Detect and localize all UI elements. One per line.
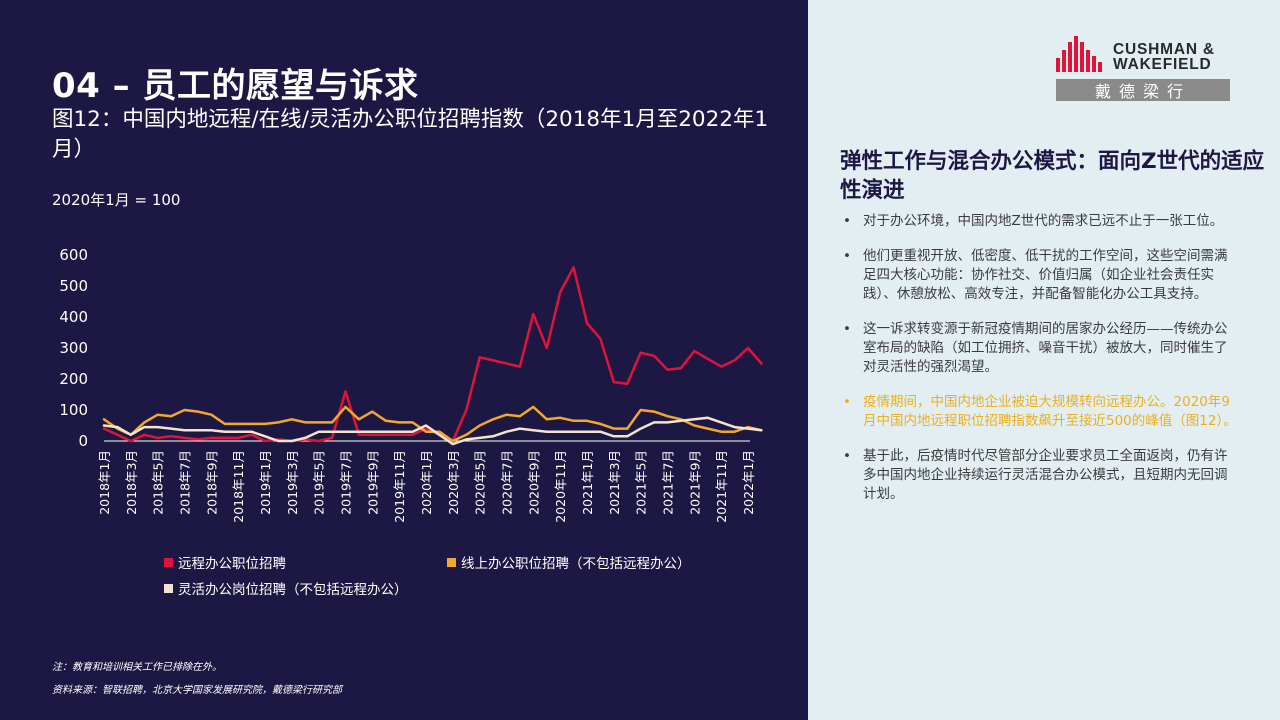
- bullet-item-highlight: • 疫情期间，中国内地企业被迫大规模转向远程办公。2020年9月中国内地远程职位招…: [843, 393, 1238, 431]
- slide-title: 04 – 员工的愿望与诉求: [52, 66, 419, 106]
- bullet-item: • 这一诉求转变源于新冠疫情期间的居家办公经历——传统办公室布局的缺陷（如工位拥挤…: [843, 320, 1238, 377]
- bullet-dot: •: [843, 394, 851, 410]
- footnote-note: 注：教育和培训相关工作已排除在外。: [52, 662, 222, 673]
- x-tick-label: 2020年9月: [526, 450, 541, 515]
- bullet-item: • 基于此，后疫情时代尽管部分企业要求员工全面返岗，仍有许多中国内地企业持续运行灵…: [843, 447, 1238, 504]
- x-tick-label: 2021年1月: [580, 450, 595, 515]
- x-tick-label: 2021年7月: [661, 450, 676, 515]
- x-tick-label: 2019年11月: [392, 450, 407, 523]
- x-tick-label: 2021年5月: [634, 450, 649, 515]
- bullet-dot: •: [843, 213, 851, 229]
- figure-title: 图12：中国内地远程/在线/灵活办公职位招聘指数（2018年1月至2022年1月…: [52, 107, 769, 162]
- bullet-text: 基于此，后疫情时代尽管部分企业要求员工全面返岗，仍有许多中国内地企业持续运行灵活…: [863, 448, 1228, 502]
- x-tick-label: 2020年7月: [500, 450, 515, 515]
- legend-swatch-remote: [164, 557, 173, 567]
- unit-note: 2020年1月 = 100: [52, 191, 181, 209]
- x-tick-label: 2020年11月: [553, 450, 568, 523]
- cushman-wakefield-logo: [1056, 36, 1102, 72]
- x-tick-label: 2018年1月: [97, 450, 112, 515]
- legend-label-flexible: 灵活办公岗位招聘（不包括远程办公）: [178, 582, 408, 598]
- x-tick-label: 2021年9月: [687, 450, 702, 515]
- x-tick-label: 2018年7月: [178, 450, 193, 515]
- bullet-text: 他们更重视开放、低密度、低干扰的工作空间，这些空间需满足四大核心功能：协作社交、…: [863, 248, 1228, 302]
- x-tick-label: 2018年9月: [204, 450, 219, 515]
- bullet-text: 对于办公环境，中国内地Z世代的需求已远不止于一张工位。: [863, 213, 1224, 229]
- y-tick-label: 100: [59, 401, 88, 419]
- bullet-text: 疫情期间，中国内地企业被迫大规模转向远程办公。2020年9月中国内地远程职位招聘…: [863, 394, 1237, 429]
- legend-item-flexible: 灵活办公岗位招聘（不包括远程办公）: [164, 578, 408, 598]
- series-line-2: [102, 416, 763, 446]
- y-tick-label: 600: [59, 246, 88, 264]
- x-tick-label: 2019年3月: [285, 450, 300, 515]
- x-tick-label: 2020年5月: [473, 450, 488, 515]
- legend-item-remote: 远程办公职位招聘: [164, 552, 286, 572]
- bullet-item: • 对于办公环境，中国内地Z世代的需求已远不止于一张工位。: [843, 212, 1238, 231]
- x-tick-label: 2020年3月: [446, 450, 461, 515]
- bullet-list: • 对于办公环境，中国内地Z世代的需求已远不止于一张工位。 • 他们更重视开放、低密…: [843, 212, 1238, 520]
- side-heading: 弹性工作与混合办公模式：面向Z世代的适应性演进: [840, 149, 1265, 203]
- x-tick-label: 2019年5月: [312, 450, 327, 515]
- logo-chinese-name: 戴德梁行: [1056, 79, 1230, 101]
- bullet-item: • 他们更重视开放、低密度、低干扰的工作空间，这些空间需满足四大核心功能：协作社交…: [843, 247, 1238, 304]
- x-tick-label: 2018年3月: [124, 450, 139, 515]
- x-tick-label: 2019年7月: [339, 450, 354, 515]
- legend-swatch-online: [447, 557, 456, 567]
- line-chart: 0 100 200 300 400 500 600 2018年1月 2018年3月 2018年5月…: [59, 246, 763, 523]
- series-line-1: [102, 405, 763, 443]
- y-tick-label: 500: [59, 277, 88, 295]
- x-tick-label: 2019年1月: [258, 450, 273, 515]
- y-tick-label: 0: [78, 432, 88, 450]
- x-tick-label: 2021年3月: [607, 450, 622, 515]
- bullet-dot: •: [843, 448, 851, 464]
- footnote-source: 资料来源：智联招聘，北京大学国家发展研究院，戴德梁行研究部: [52, 685, 342, 696]
- left-panel: 04 – 员工的愿望与诉求 图12：中国内地远程/在线/灵活办公职位招聘指数（2…: [0, 0, 808, 720]
- x-tick-label: 2019年9月: [365, 450, 380, 515]
- bullet-dot: •: [843, 248, 851, 264]
- x-tick-label: 2022年1月: [741, 450, 756, 515]
- x-tick-label: 2018年11月: [231, 450, 246, 523]
- legend-label-remote: 远程办公职位招聘: [178, 556, 286, 572]
- y-tick-label: 300: [59, 339, 88, 357]
- logo-bars-icon: [1056, 36, 1102, 72]
- bullet-text: 这一诉求转变源于新冠疫情期间的居家办公经历——传统办公室布局的缺陷（如工位拥挤、…: [863, 321, 1228, 375]
- legend-label-online: 线上办公职位招聘（不包括远程办公）: [461, 556, 691, 572]
- x-tick-label: 2018年5月: [151, 450, 166, 515]
- logo-wordmark: CUSHMAN & WAKEFIELD: [1113, 41, 1215, 73]
- x-tick-label: 2021年11月: [714, 450, 729, 523]
- y-tick-label: 400: [59, 308, 88, 326]
- legend-item-online: 线上办公职位招聘（不包括远程办公）: [447, 552, 691, 572]
- y-tick-label: 200: [59, 370, 88, 388]
- bullet-dot: •: [843, 321, 851, 337]
- right-panel: [808, 0, 1280, 720]
- x-tick-label: 2020年1月: [419, 450, 434, 515]
- legend-swatch-flexible: [164, 583, 173, 593]
